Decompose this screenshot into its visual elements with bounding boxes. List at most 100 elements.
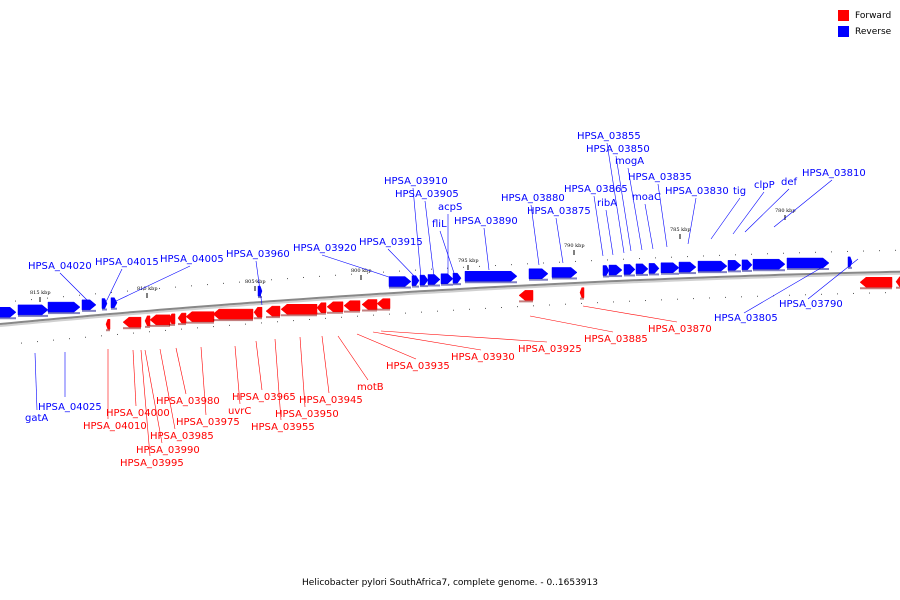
- gene-arrow-shadow: [428, 284, 440, 287]
- minor-tick-upper: [879, 250, 880, 252]
- forward-gene-arrow-17: [579, 287, 585, 300]
- reverse-leader-line: [744, 188, 790, 233]
- reverse-gene-arrow-3: [81, 299, 97, 312]
- forward-gene-label-hpsa-03985: HPSA_03985: [150, 431, 214, 442]
- reverse-leader-line: [615, 155, 632, 252]
- reverse-gene-label-hpsa-03890: HPSA_03890: [454, 216, 518, 227]
- gene-arrow-shadow: [169, 323, 175, 326]
- minor-tick-upper: [431, 268, 432, 270]
- gene-arrow-shadow: [465, 281, 517, 284]
- gene-arrow-shadow: [679, 272, 696, 275]
- forward-leader-line: [132, 349, 137, 407]
- gene-arrow-shadow: [111, 307, 117, 310]
- reverse-gene-arrow-25: [741, 259, 753, 272]
- minor-tick-lower: [117, 333, 118, 335]
- gene-arrow-shadow: [742, 269, 752, 272]
- gene-arrow-shadow: [519, 300, 533, 303]
- reverse-gene-label-hpsa-03790: HPSA_03790: [779, 299, 843, 310]
- reverse-leader-line: [412, 187, 422, 279]
- minor-tick-lower: [277, 321, 278, 323]
- gene-arrow-body: [551, 267, 578, 278]
- reverse-leader-line: [732, 191, 765, 235]
- gene-arrow-body: [105, 318, 111, 330]
- forward-gene-arrow-19: [895, 276, 900, 289]
- forward-leader-line: [380, 330, 548, 343]
- gene-arrows: [0, 256, 900, 332]
- reverse-gene-label-clpp: clpP: [754, 180, 775, 191]
- reverse-gene-arrow-28: [847, 256, 853, 269]
- kbp-tick-label: 800 kbp: [351, 268, 372, 274]
- gene-arrow-shadow: [860, 287, 892, 290]
- gene-arrow-shadow: [362, 309, 377, 312]
- reverse-gene-label-hpsa-03880: HPSA_03880: [501, 193, 565, 204]
- gene-arrow-body: [149, 314, 171, 326]
- minor-tick-upper: [15, 300, 16, 302]
- minor-tick-upper: [815, 251, 816, 253]
- minor-tick-lower: [149, 331, 150, 333]
- reverse-gene-arrow-18: [623, 264, 636, 277]
- minor-tick-lower: [293, 320, 294, 322]
- minor-tick-lower: [789, 294, 790, 296]
- minor-tick-upper: [63, 296, 64, 298]
- gene-arrow-body: [518, 290, 534, 301]
- minor-tick-upper: [863, 250, 864, 252]
- minor-tick-upper: [799, 252, 800, 254]
- gene-arrow-body: [144, 315, 151, 327]
- minor-tick-upper: [639, 258, 640, 260]
- legend-reverse: Reverse: [838, 24, 891, 39]
- kbp-tick-label: 815 kbp: [30, 290, 51, 296]
- minor-tick-upper: [383, 271, 384, 273]
- reverse-leader-line: [387, 248, 419, 281]
- forward-gene-label-motb: motB: [357, 382, 384, 393]
- minor-tick-upper: [671, 256, 672, 258]
- forward-gene-label-hpsa-04000: HPSA_04000: [106, 408, 170, 419]
- minor-tick-lower: [581, 302, 582, 304]
- gene-arrow-body: [648, 263, 660, 274]
- forward-leader-line: [582, 305, 678, 323]
- minor-tick-upper: [47, 297, 48, 299]
- reverse-leader-line: [113, 265, 191, 303]
- forward-gene-arrow-8: [253, 306, 263, 320]
- forward-leader-line: [140, 349, 151, 457]
- gene-arrow-shadow: [636, 273, 648, 276]
- gene-arrow-shadow: [18, 314, 48, 317]
- forward-gene-label-hpsa-04010: HPSA_04010: [83, 421, 147, 432]
- legend-forward: Forward: [838, 8, 891, 23]
- minor-tick-lower: [757, 295, 758, 297]
- reverse-gene-arrow-16: [602, 265, 610, 278]
- gene-arrow-body: [280, 304, 318, 315]
- gene-arrow-shadow: [123, 327, 141, 330]
- minor-tick-upper: [351, 273, 352, 275]
- forward-gene-label-hpsa-03925: HPSA_03925: [518, 344, 582, 355]
- gene-arrow-body: [122, 316, 142, 328]
- forward-gene-label-hpsa-03870: HPSA_03870: [648, 324, 712, 335]
- forward-leader-line: [175, 347, 187, 395]
- forward-gene-arrow-15: [376, 298, 391, 311]
- minor-tick-lower: [101, 335, 102, 337]
- gene-arrow-shadow: [412, 285, 419, 288]
- minor-tick-lower: [885, 292, 886, 294]
- gene-arrow-body: [110, 297, 118, 308]
- forward-leader-line: [159, 348, 176, 430]
- reverse-gene-label-hpsa-04015: HPSA_04015: [95, 257, 159, 268]
- gene-arrow-body: [678, 261, 697, 273]
- forward-leader-line: [274, 338, 282, 421]
- gene-arrow-shadow: [327, 311, 343, 314]
- gene-arrow-body: [786, 257, 830, 269]
- minor-tick-lower: [373, 314, 374, 316]
- minor-tick-upper: [767, 253, 768, 255]
- gene-arrow-shadow: [102, 308, 107, 311]
- minor-tick-upper: [623, 258, 624, 260]
- gene-arrow-shadow: [529, 278, 548, 281]
- gene-arrow-body: [17, 304, 49, 316]
- minor-tick-lower: [69, 338, 70, 340]
- reverse-gene-label-hpsa-03805: HPSA_03805: [714, 313, 778, 324]
- forward-gene-label-hpsa-03965: HPSA_03965: [232, 392, 296, 403]
- minor-tick-upper: [399, 270, 400, 272]
- gene-arrow-body: [361, 299, 378, 310]
- kbp-ticks: 815 kbp 810 kbp 805 kbp 800 kbp 795 kbp 790 k…: [15, 208, 896, 344]
- gene-arrow-shadow: [420, 285, 428, 288]
- gene-arrow-shadow: [106, 329, 110, 332]
- gene-arrow-body: [326, 301, 344, 313]
